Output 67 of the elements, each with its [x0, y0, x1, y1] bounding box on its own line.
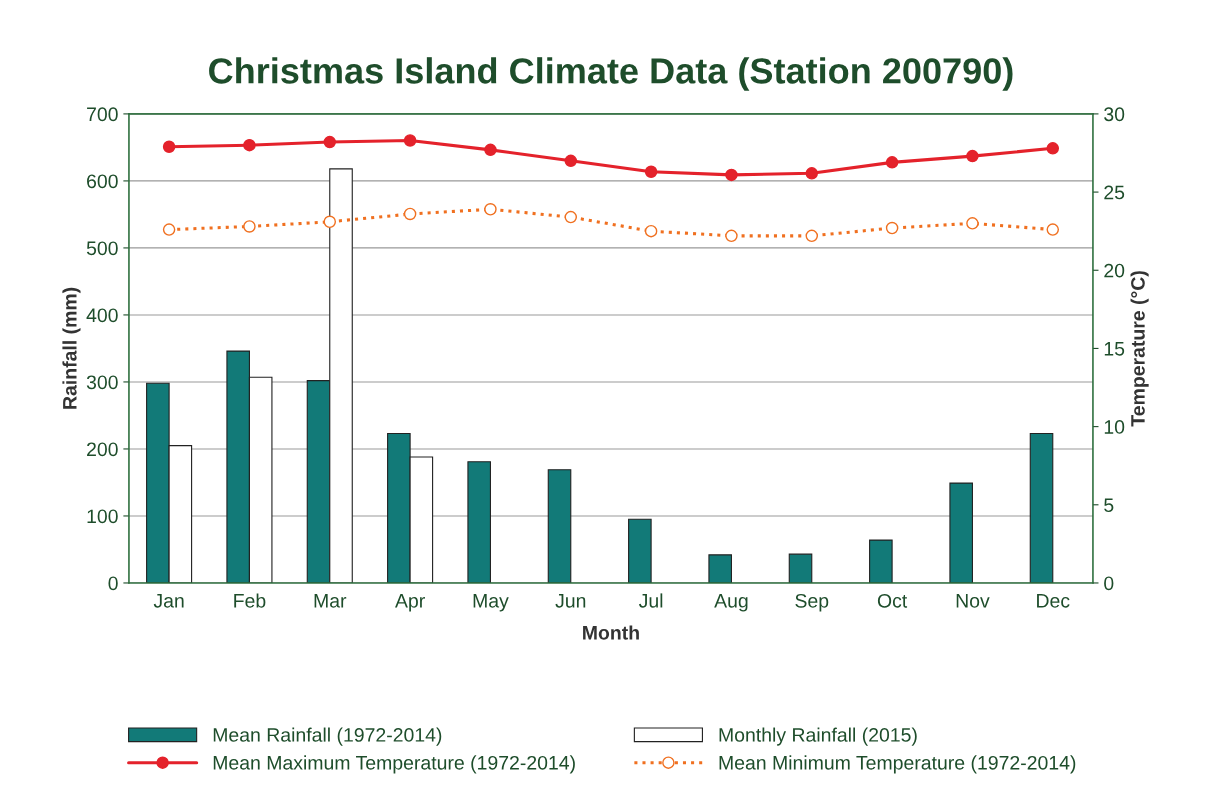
point [243, 138, 256, 152]
point [805, 229, 819, 243]
point [484, 143, 497, 157]
x-axis-title: Month [583, 625, 639, 640]
y-tick-label: 500 [86, 241, 118, 256]
bar [869, 539, 893, 583]
y2-tick-label: 10 [1104, 420, 1125, 434]
point [966, 149, 979, 163]
bar [949, 482, 973, 583]
bar [708, 554, 732, 583]
x-tick-label: Dec [1037, 594, 1070, 608]
x-tick-label: Jul [638, 593, 663, 608]
point [323, 135, 337, 149]
y-tick-label: 600 [87, 174, 118, 189]
legend-label: Mean Rainfall (1972-2014) [213, 727, 442, 746]
x-tick-label: Jun [555, 594, 586, 608]
x-tick-label: Mar [314, 594, 347, 608]
point [484, 203, 497, 216]
y2-tick-label: 30 [1104, 107, 1125, 122]
point [564, 154, 578, 168]
point [564, 210, 578, 224]
bar [547, 469, 572, 583]
point [323, 215, 337, 229]
x-tick-label: Apr [395, 594, 425, 612]
x-tick-label: Oct [877, 593, 908, 608]
chart-title: Christmas Island Climate Data (Station 200790) [209, 57, 1013, 91]
y2-axis-title: Temperature (°C) [1130, 271, 1149, 427]
point [162, 140, 176, 153]
y2-tick-label: 25 [1104, 185, 1125, 200]
x-tick-label: Sep [795, 593, 829, 612]
x-tick-label: Aug [714, 594, 748, 612]
point [966, 217, 979, 230]
point [885, 221, 899, 235]
point [403, 134, 417, 147]
legend-label: Mean Maximum Temperature (1972-2014) [213, 755, 575, 774]
bar [467, 461, 491, 583]
x-tick-label: May [473, 594, 509, 612]
point [644, 224, 658, 238]
bar [788, 553, 813, 583]
bar [1029, 432, 1054, 583]
y-tick-label: 400 [86, 308, 118, 323]
point [725, 168, 738, 182]
y2-tick-label: 0 [1104, 576, 1114, 591]
x-tick-label: Jan [153, 594, 184, 608]
x-tick-label: Feb [234, 593, 266, 608]
y-tick-label: 0 [108, 576, 118, 591]
x-tick-label: Nov [956, 594, 990, 608]
point [644, 165, 658, 179]
y2-tick-label: 5 [1104, 498, 1114, 513]
y-tick-label: 100 [87, 509, 118, 524]
legend-label: Monthly Rainfall (2015) [719, 727, 917, 746]
point [243, 220, 256, 233]
y-axis-title: Rainfall (mm) [62, 287, 81, 409]
point [1046, 223, 1060, 236]
point [403, 207, 417, 221]
point [162, 223, 176, 236]
legend-label: Mean Minimum Temperature (1972-2014) [719, 755, 1076, 774]
point [805, 167, 819, 180]
point [885, 156, 899, 169]
point [1046, 142, 1060, 155]
point [725, 229, 738, 243]
y2-tick-label: 20 [1104, 263, 1125, 278]
y-tick-label: 200 [87, 442, 118, 457]
y-tick-label: 300 [86, 375, 118, 390]
y2-tick-label: 15 [1104, 342, 1125, 356]
bar [628, 518, 652, 583]
y-tick-label: 700 [87, 107, 118, 122]
